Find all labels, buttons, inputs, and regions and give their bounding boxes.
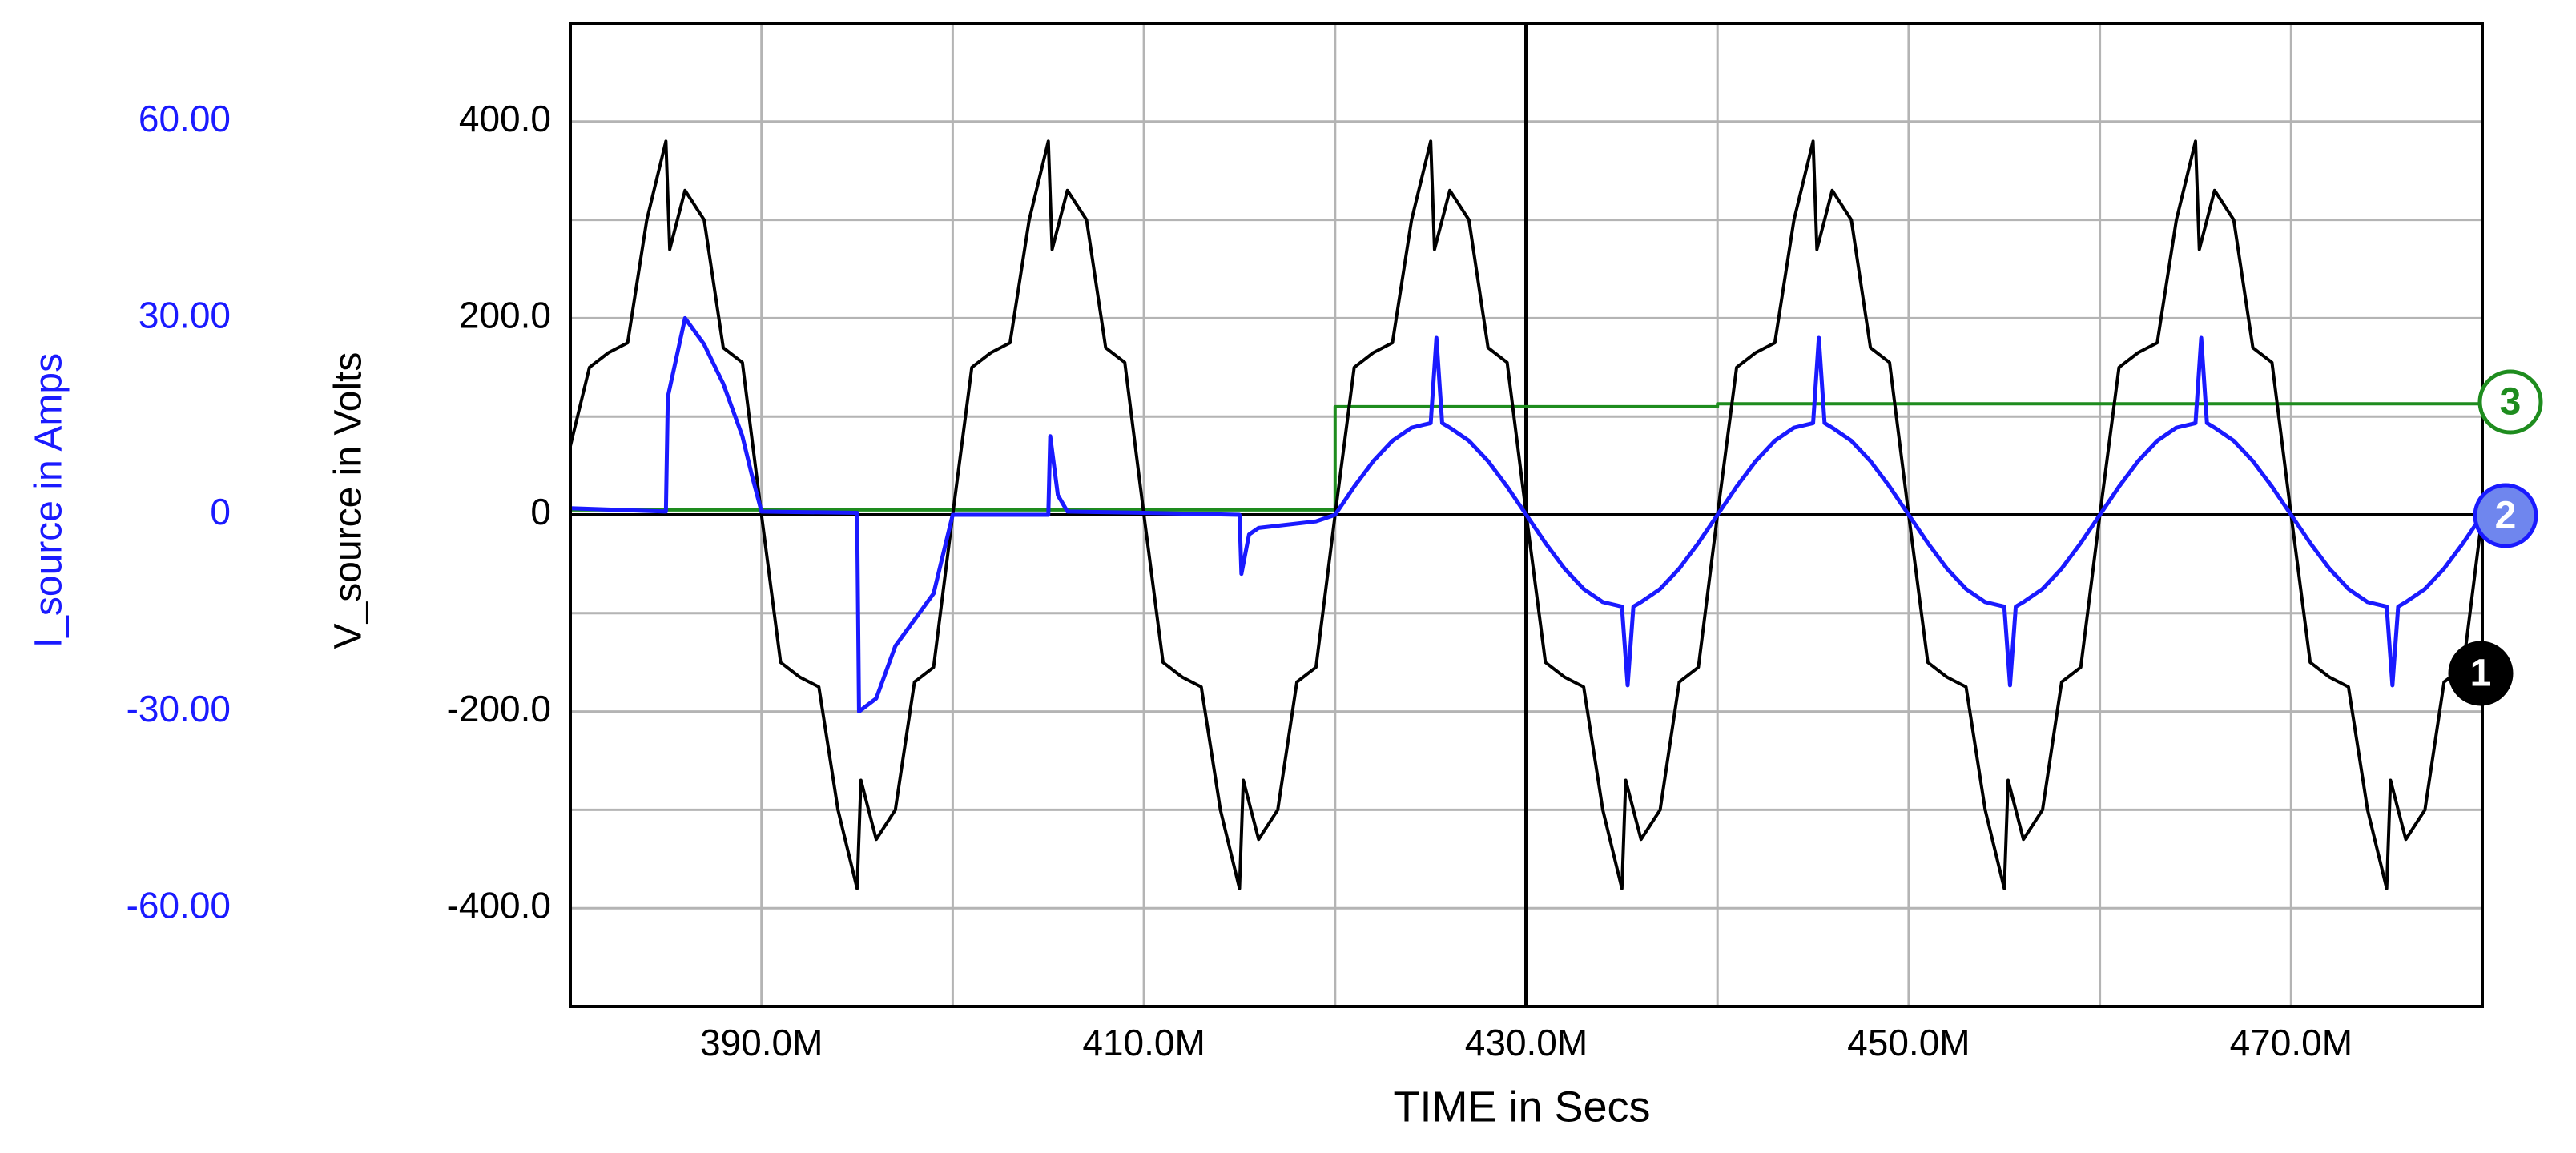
legend-marker: 1 <box>2448 641 2514 706</box>
legend-label: 2 <box>2495 495 2517 537</box>
legend-marker-circle <box>2448 641 2514 706</box>
series-line <box>570 315 2485 714</box>
legend-marker: 3 <box>2477 369 2543 435</box>
x-tick-label: 390.0M <box>700 1022 823 1063</box>
y2-tick-label: 30.00 <box>139 295 231 336</box>
y-tick-label: 0 <box>530 491 551 532</box>
y2-tick-label: 60.00 <box>139 98 231 139</box>
x-tick-label: 470.0M <box>2230 1022 2353 1063</box>
x-tick-label: 450.0M <box>1847 1022 1970 1063</box>
x-tick-label: 410.0M <box>1082 1022 1205 1063</box>
legend-marker-circle <box>2473 483 2538 548</box>
y-axis-title: V_source in Volts <box>328 352 370 649</box>
y2-tick-label: -60.00 <box>127 884 231 926</box>
legend-label: 3 <box>2500 381 2522 424</box>
y-tick-label: -400.0 <box>447 884 551 926</box>
y2-tick-label: -30.00 <box>127 688 231 729</box>
x-axis-title: TIME in Secs <box>1393 1083 1650 1131</box>
legend-marker-circle <box>2477 369 2543 435</box>
y-tick-label: 200.0 <box>459 295 551 336</box>
y2-axis-title: I_source in Amps <box>28 353 70 648</box>
legend-marker: 2 <box>2473 483 2538 548</box>
legend-label: 1 <box>2470 653 2492 695</box>
x-tick-label: 430.0M <box>1465 1022 1588 1063</box>
y-tick-label: 400.0 <box>459 98 551 139</box>
series-line <box>570 402 2482 512</box>
y2-tick-label: 0 <box>210 491 231 532</box>
y-tick-label: -200.0 <box>447 688 551 729</box>
